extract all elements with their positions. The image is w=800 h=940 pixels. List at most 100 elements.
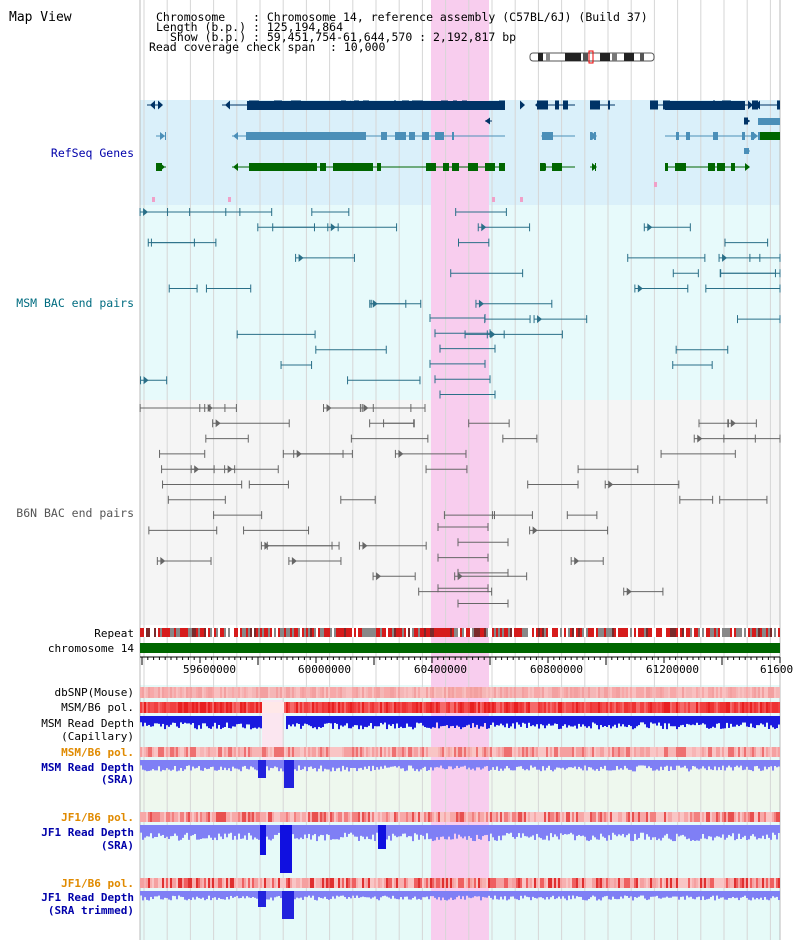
polymorphism-cell	[700, 687, 702, 698]
polymorphism-cell	[460, 702, 462, 713]
selected-region-highlight[interactable]	[431, 0, 489, 940]
polymorphism-cell	[420, 878, 422, 888]
track-label-msm-depth-sra-1[interactable]: MSM Read Depth	[41, 761, 134, 774]
polymorphism-cell	[550, 702, 552, 713]
polymorphism-cell	[190, 747, 192, 757]
depth-bar	[558, 760, 560, 768]
polymorphism-cell	[398, 687, 400, 698]
gene-marker	[492, 197, 495, 202]
polymorphism-cell	[286, 812, 288, 822]
depth-bar	[178, 716, 180, 728]
depth-bar	[776, 716, 778, 729]
repeat-element	[384, 628, 386, 637]
polymorphism-cell	[432, 812, 434, 822]
polymorphism-cell	[218, 878, 220, 888]
track-label-b6n-bac[interactable]: B6N BAC end pairs	[16, 506, 134, 520]
depth-bar	[584, 716, 586, 727]
gene-exon	[453, 100, 457, 110]
gene-exon	[462, 100, 467, 110]
depth-bar	[418, 825, 420, 840]
polymorphism-cell	[760, 747, 762, 757]
polymorphism-cell	[260, 812, 262, 822]
polymorphism-cell	[278, 687, 280, 698]
polymorphism-cell	[658, 702, 660, 713]
polymorphism-cell	[768, 812, 770, 822]
chromosome-bar[interactable]	[140, 643, 780, 653]
polymorphism-cell	[770, 878, 772, 888]
depth-bar	[356, 891, 358, 896]
depth-bar	[272, 760, 274, 769]
track-label-jf1-depth-trim-1[interactable]: JF1 Read Depth	[41, 891, 134, 904]
track-label-msm-depth-cap-1[interactable]: MSM Read Depth	[41, 717, 134, 730]
polymorphism-cell	[456, 747, 458, 757]
polymorphism-cell	[472, 878, 474, 888]
depth-bar	[636, 891, 638, 898]
depth-bar	[606, 716, 608, 727]
track-label-repeat[interactable]: Repeat	[94, 627, 134, 640]
repeat-element	[588, 628, 590, 637]
depth-bar	[610, 716, 612, 729]
depth-bar	[212, 891, 214, 898]
depth-bar	[566, 891, 568, 901]
polymorphism-cell	[486, 747, 488, 757]
depth-bar	[400, 760, 402, 769]
depth-bar	[496, 716, 498, 726]
polymorphism-cell	[348, 687, 350, 698]
polymorphism-cell	[472, 812, 474, 822]
depth-bar	[292, 825, 294, 835]
track-label-chromosome[interactable]: chromosome 14	[47, 642, 134, 655]
depth-bar	[754, 716, 756, 729]
polymorphism-cell	[246, 687, 248, 698]
track-label-jf1-depth-sra-1[interactable]: JF1 Read Depth	[41, 826, 134, 839]
polymorphism-cell	[706, 812, 708, 822]
polymorphism-cell	[720, 687, 722, 698]
polymorphism-cell	[360, 878, 362, 888]
polymorphism-cell	[494, 878, 496, 888]
depth-bar	[332, 825, 334, 840]
polymorphism-cell	[714, 702, 716, 713]
polymorphism-cell	[684, 687, 686, 698]
polymorphism-cell	[734, 687, 736, 698]
depth-bar	[176, 891, 178, 900]
gene-exon	[468, 163, 478, 171]
repeat-element	[444, 628, 446, 637]
track-label-jf1-b6-pol-1[interactable]: JF1/B6 pol.	[61, 811, 134, 824]
polymorphism-cell	[672, 878, 674, 888]
repeat-element	[400, 628, 402, 637]
depth-bar	[306, 716, 308, 725]
polymorphism-cell	[574, 747, 576, 757]
track-label-dbsnp[interactable]: dbSNP(Mouse)	[54, 686, 134, 699]
polymorphism-cell	[578, 812, 580, 822]
polymorphism-cell	[438, 687, 440, 698]
depth-bar	[358, 825, 360, 841]
track-label-refseq[interactable]: RefSeq Genes	[50, 146, 134, 160]
polymorphism-cell	[602, 747, 604, 757]
polymorphism-cell	[710, 687, 712, 698]
depth-bar	[626, 825, 628, 836]
polymorphism-cell	[488, 878, 490, 888]
polymorphism-cell	[406, 747, 408, 757]
polymorphism-cell	[614, 878, 616, 888]
depth-bar	[658, 760, 660, 771]
track-label-msm-bac[interactable]: MSM BAC end pairs	[16, 296, 134, 310]
polymorphism-cell	[482, 812, 484, 822]
track-label-msm-b6-pol-2[interactable]: MSM/B6 pol.	[61, 746, 134, 759]
polymorphism-cell	[320, 812, 322, 822]
polymorphism-cell	[362, 747, 364, 757]
depth-bar	[250, 891, 252, 898]
depth-bar	[736, 760, 738, 766]
depth-bar	[738, 891, 740, 901]
track-label-msm-b6-pol-1[interactable]: MSM/B6 pol.	[61, 701, 134, 714]
polymorphism-cell	[436, 878, 438, 888]
track-label-jf1-b6-pol-2[interactable]: JF1/B6 pol.	[61, 877, 134, 890]
repeat-element	[362, 628, 364, 637]
depth-bar	[646, 825, 648, 835]
depth-bar	[548, 891, 550, 900]
polymorphism-cell	[260, 747, 262, 757]
polymorphism-cell	[314, 747, 316, 757]
polymorphism-cell	[514, 702, 516, 713]
depth-bar	[464, 891, 466, 900]
polymorphism-cell	[494, 812, 496, 822]
depth-bar	[426, 825, 428, 834]
